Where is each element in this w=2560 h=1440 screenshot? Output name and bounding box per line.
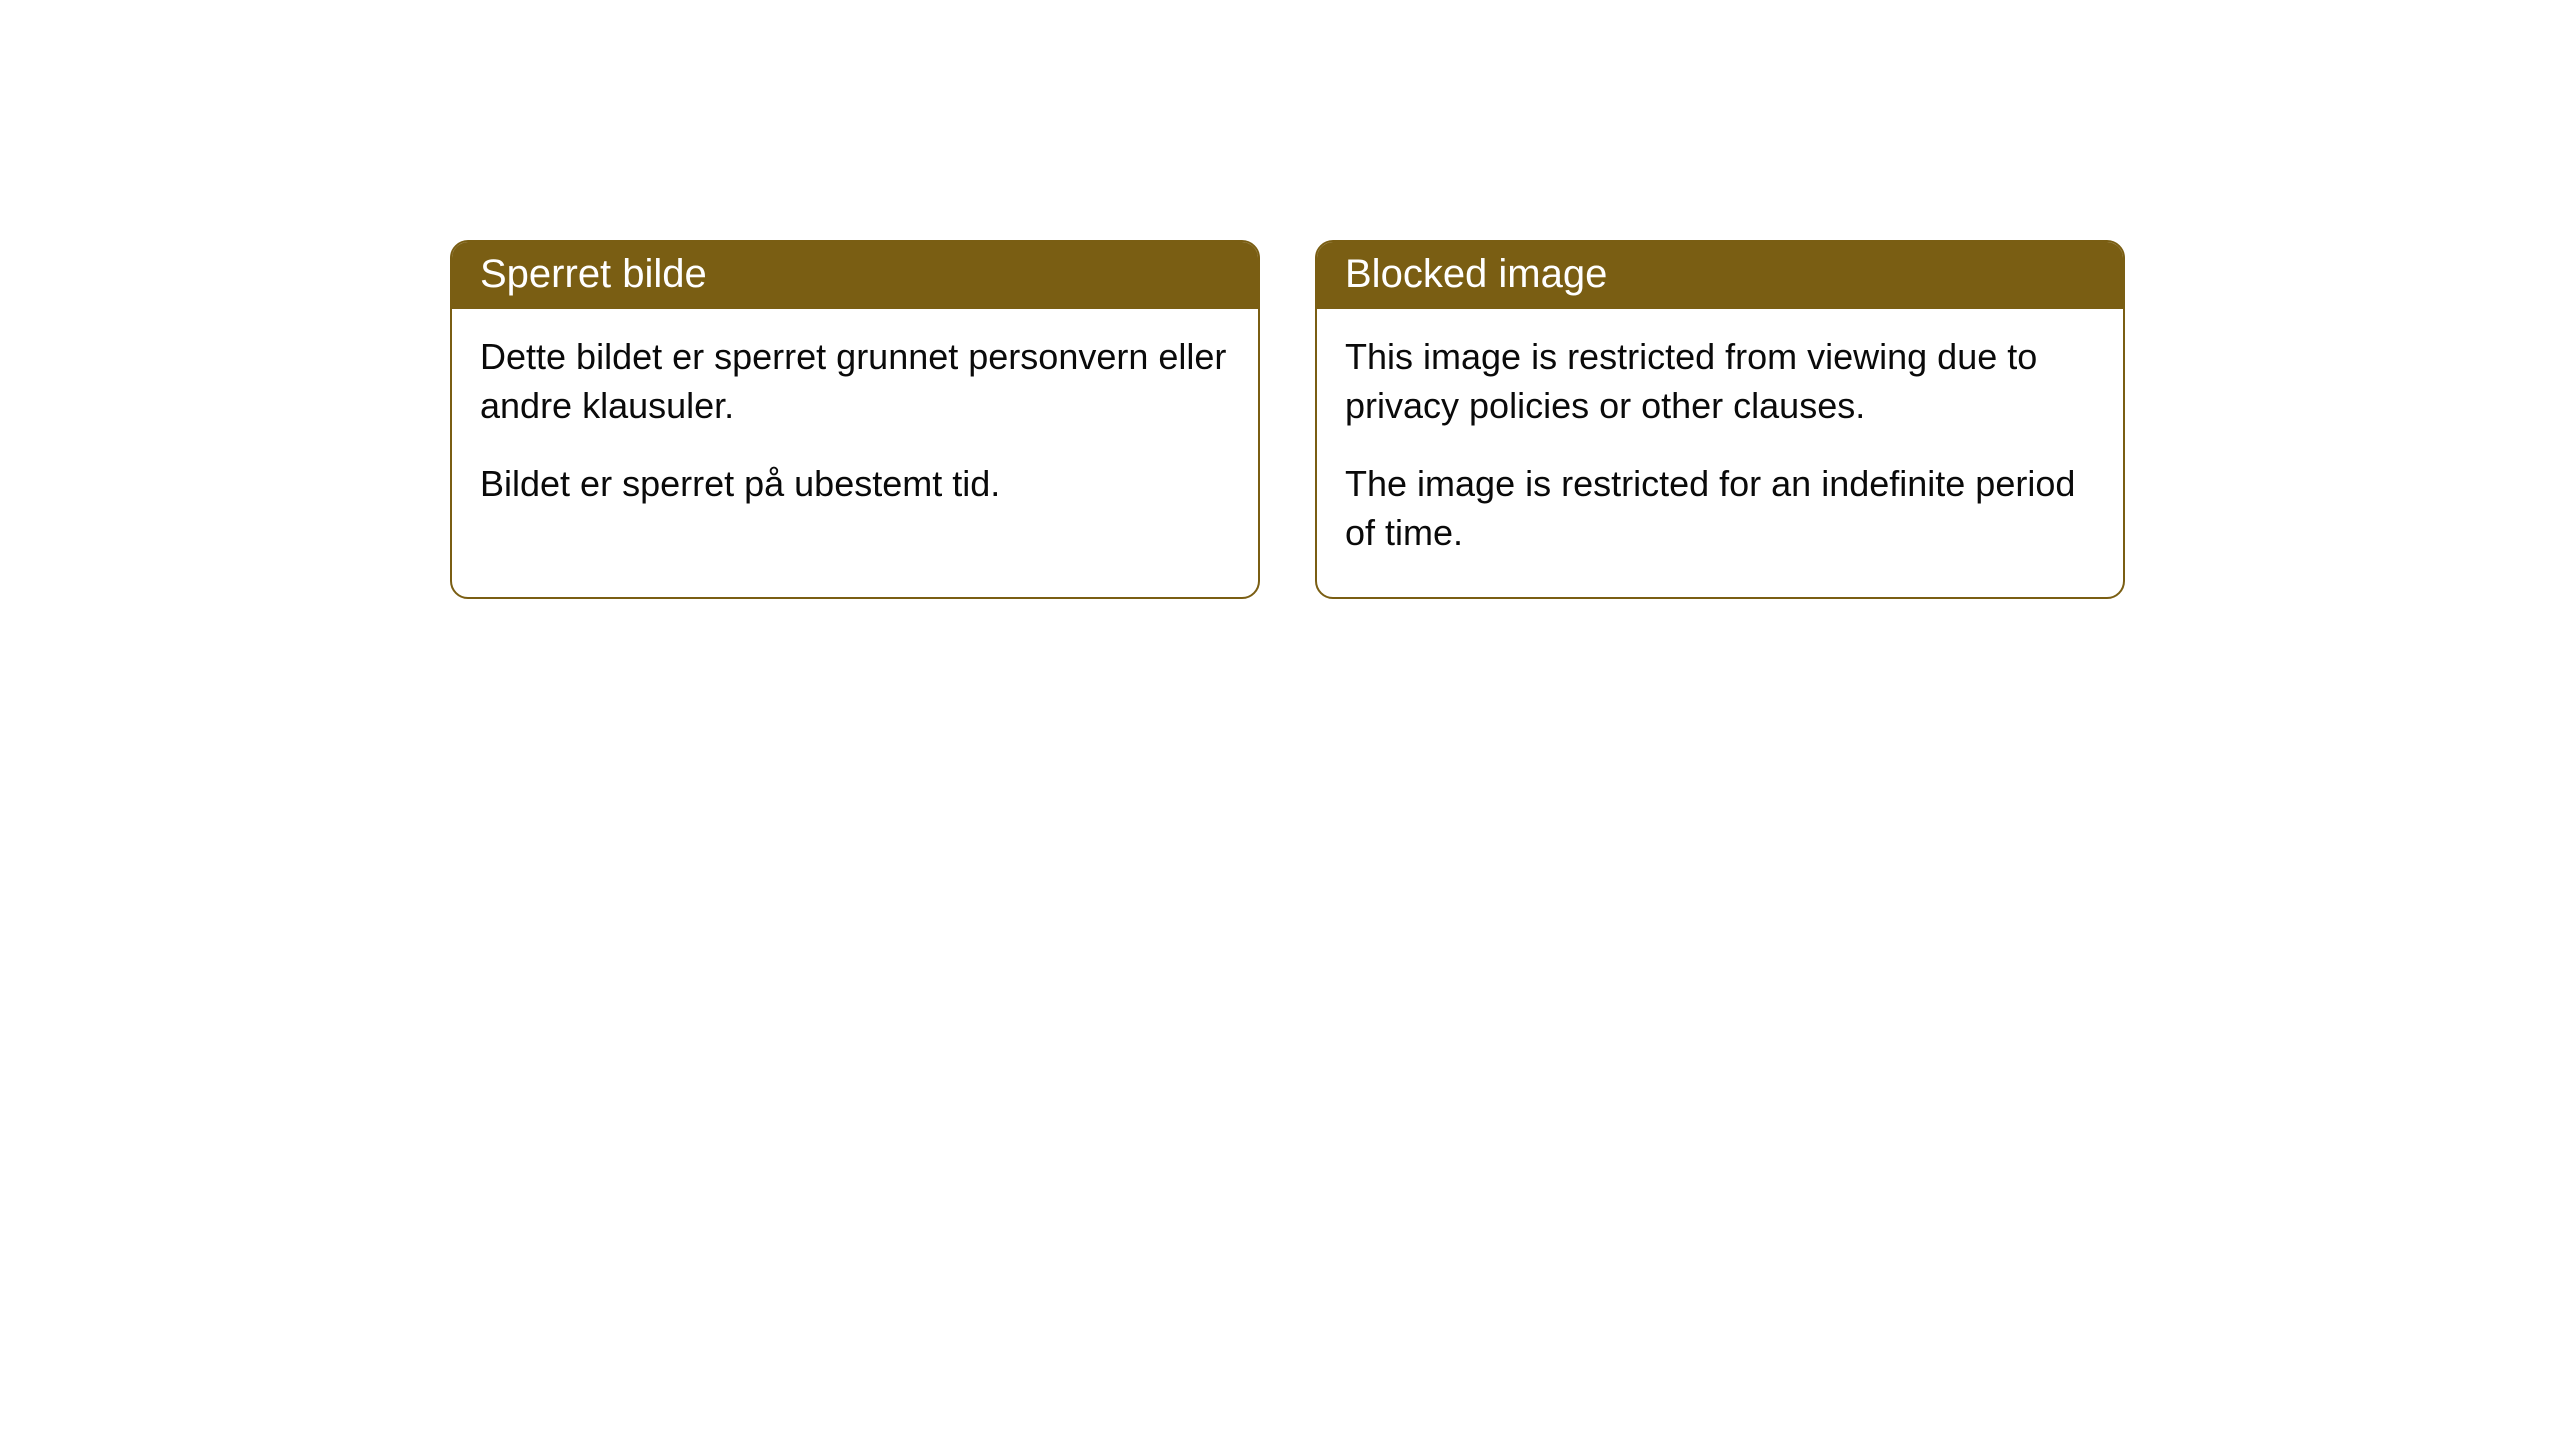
card-body: This image is restricted from viewing du… (1317, 309, 2123, 597)
card-paragraph: The image is restricted for an indefinit… (1345, 460, 2095, 557)
card-header: Sperret bilde (452, 242, 1258, 309)
notice-card-english: Blocked image This image is restricted f… (1315, 240, 2125, 599)
card-title: Blocked image (1345, 252, 1607, 296)
card-paragraph: Dette bildet er sperret grunnet personve… (480, 333, 1230, 430)
card-paragraph: This image is restricted from viewing du… (1345, 333, 2095, 430)
card-paragraph: Bildet er sperret på ubestemt tid. (480, 460, 1230, 509)
notice-container: Sperret bilde Dette bildet er sperret gr… (450, 240, 2125, 599)
card-title: Sperret bilde (480, 252, 707, 296)
card-body: Dette bildet er sperret grunnet personve… (452, 309, 1258, 549)
card-header: Blocked image (1317, 242, 2123, 309)
notice-card-norwegian: Sperret bilde Dette bildet er sperret gr… (450, 240, 1260, 599)
